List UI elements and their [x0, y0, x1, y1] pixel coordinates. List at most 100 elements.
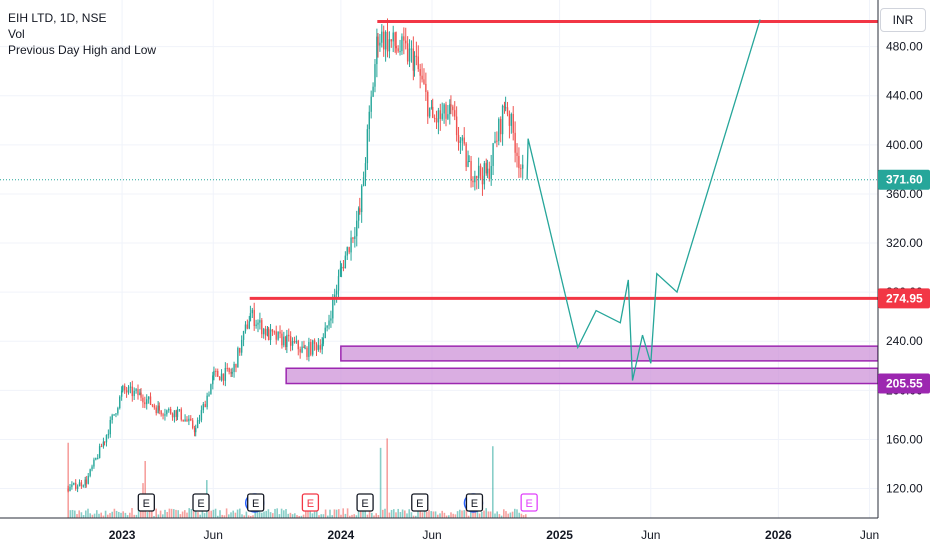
volume-bar: [470, 509, 472, 518]
candle-body: [496, 140, 498, 142]
volume-bar: [126, 515, 129, 518]
candle-body: [102, 441, 105, 447]
volume-bar: [496, 511, 498, 518]
volume-bar: [166, 512, 168, 518]
candle-body: [492, 143, 494, 166]
candle-body: [222, 373, 225, 381]
earnings-badge: [192, 493, 210, 512]
candle-body: [388, 39, 391, 52]
candle-body: [188, 418, 190, 422]
candle-body: [180, 409, 182, 420]
candle-body: [379, 42, 381, 46]
candle-body: [117, 408, 119, 414]
candle-body: [251, 309, 253, 314]
candle-body: [67, 488, 69, 492]
candle-body: [297, 340, 299, 350]
volume-bar: [223, 515, 226, 518]
candle-body: [73, 482, 75, 485]
candle-body: [522, 164, 524, 169]
volume-indicator-label[interactable]: Vol: [8, 27, 25, 41]
candle-body: [335, 290, 338, 295]
volume-bar: [366, 514, 369, 518]
candle-body: [237, 347, 239, 368]
candle-body: [202, 404, 205, 411]
volume-bar: [241, 514, 243, 518]
volume-bar: [287, 513, 289, 518]
candle-body: [160, 410, 162, 415]
candle-body: [80, 482, 83, 487]
candle-body: [364, 163, 367, 178]
volume-bar: [465, 508, 468, 518]
candle-body: [319, 345, 321, 350]
candle-body: [504, 107, 507, 109]
volume-bar: [364, 510, 366, 518]
candle-body: [481, 175, 484, 185]
earnings-marker: E: [520, 493, 538, 512]
candle-body: [306, 347, 308, 357]
volume-bar: [430, 511, 432, 518]
candle-body: [405, 40, 407, 44]
volume-bar: [111, 511, 113, 518]
volume-bar: [505, 511, 507, 518]
candle-body: [139, 392, 141, 396]
candle-body: [257, 322, 259, 325]
volume-bar: [382, 509, 384, 518]
candle-body: [206, 395, 208, 408]
earnings-label: E: [252, 498, 259, 510]
volume-bar: [151, 508, 153, 518]
volume-bar: [276, 508, 278, 518]
volume-bar: [265, 510, 267, 518]
currency-button[interactable]: INR: [880, 8, 926, 32]
candle-body: [427, 91, 429, 117]
candle-body: [428, 107, 431, 117]
candle-body: [508, 114, 511, 126]
candle-body: [441, 113, 443, 119]
volume-bar: [322, 514, 325, 518]
candle-body: [175, 410, 178, 417]
volume-bar: [78, 510, 80, 518]
earnings-marker: E: [411, 493, 429, 512]
volume-bar: [459, 509, 461, 518]
volume-bar: [120, 512, 122, 518]
price-tick-label: 360.00: [886, 187, 923, 201]
volume-bar: [401, 509, 404, 518]
symbol-title[interactable]: EIH LTD, 1D, NSE: [8, 11, 107, 25]
candle-body: [381, 31, 383, 43]
candle-body: [235, 363, 237, 368]
candle-body: [339, 268, 342, 277]
earnings-badge: [465, 493, 484, 512]
volume-bar: [377, 514, 380, 518]
volume-bar: [481, 511, 483, 518]
volume-bar: [87, 508, 89, 518]
volume-bar: [467, 515, 470, 518]
candle-body: [263, 328, 265, 335]
volume-bar: [311, 513, 314, 518]
earnings-badge: [356, 493, 374, 512]
candle-body: [311, 340, 314, 355]
volume-bar: [386, 438, 388, 518]
volume-bar: [254, 509, 256, 518]
candle-body: [155, 407, 157, 414]
candle-body: [512, 114, 514, 133]
candle-body: [277, 331, 279, 340]
volume-bar: [190, 509, 193, 518]
volume-bar: [67, 442, 69, 518]
volume-bar: [201, 511, 204, 518]
volume-bar: [514, 508, 516, 518]
candle-body: [255, 324, 257, 326]
volume-bar: [148, 508, 151, 518]
candle-body: [357, 208, 360, 221]
volume-bar: [498, 514, 501, 518]
time-tick-label: 2026: [765, 528, 792, 542]
volume-bar: [309, 511, 311, 518]
volume-bar: [478, 513, 481, 518]
volume-bar: [175, 509, 177, 518]
previous-day-high-low-indicator-label[interactable]: Previous Day High and Low: [8, 43, 157, 57]
volume-bar: [113, 508, 116, 518]
candle-body: [299, 349, 301, 353]
candle-body: [242, 331, 245, 340]
volume-bar: [474, 509, 476, 518]
volume-bar: [217, 515, 219, 518]
volume-bar: [379, 447, 382, 518]
